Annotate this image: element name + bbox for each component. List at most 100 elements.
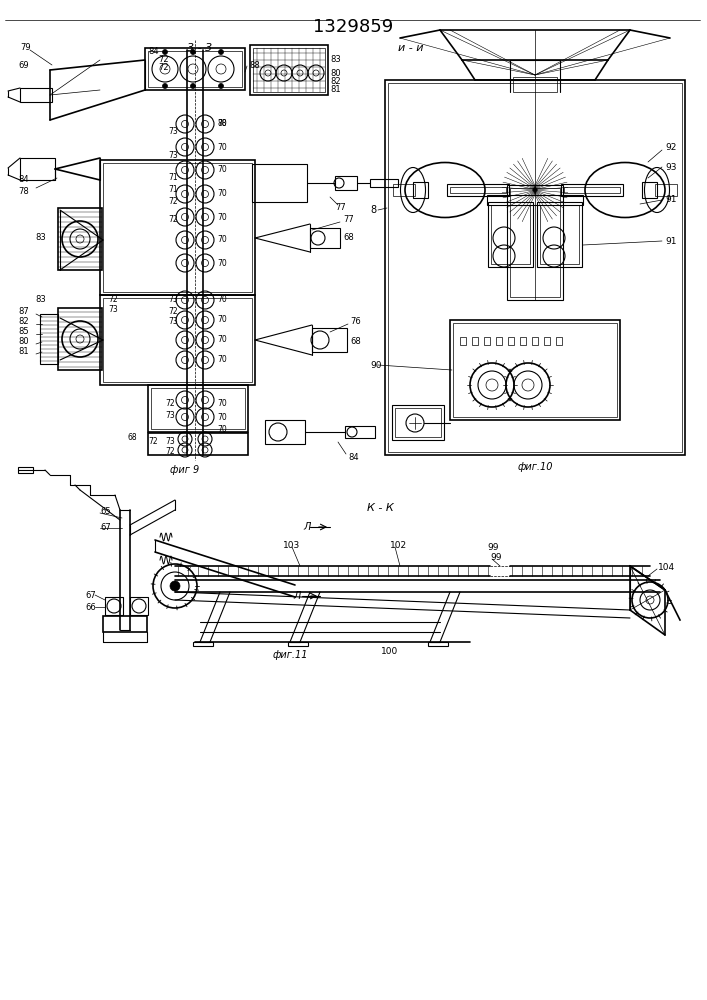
Bar: [544, 337, 550, 345]
Text: 70: 70: [217, 119, 227, 128]
Text: 77: 77: [335, 204, 346, 213]
Bar: [20, 88, 52, 102]
Text: 69: 69: [18, 60, 28, 70]
Text: 83: 83: [35, 233, 46, 242]
Bar: [392, 405, 444, 440]
Text: 81: 81: [18, 348, 28, 357]
Text: 84: 84: [18, 176, 28, 184]
Bar: [487, 195, 583, 205]
Bar: [513, 77, 557, 92]
Text: 92: 92: [665, 143, 677, 152]
Text: 72: 72: [158, 64, 169, 73]
Text: 73: 73: [168, 150, 177, 159]
Text: 70: 70: [217, 165, 227, 174]
Text: 72: 72: [158, 55, 169, 64]
Text: 87: 87: [18, 308, 29, 316]
Text: 73: 73: [108, 306, 118, 314]
Text: 90: 90: [370, 360, 382, 369]
Circle shape: [218, 84, 223, 89]
Text: 83: 83: [330, 55, 341, 64]
Bar: [288, 642, 308, 646]
Bar: [561, 184, 623, 196]
Text: 1329859: 1329859: [313, 18, 393, 36]
Text: 68: 68: [128, 432, 138, 442]
Bar: [532, 337, 538, 345]
Bar: [265, 420, 305, 444]
Bar: [100, 295, 255, 385]
Bar: [103, 298, 252, 382]
Text: 70: 70: [217, 356, 227, 364]
Text: 80: 80: [330, 70, 341, 79]
Bar: [388, 83, 682, 452]
Bar: [507, 185, 563, 300]
Bar: [393, 184, 415, 196]
Bar: [58, 308, 102, 370]
Bar: [148, 385, 248, 432]
Text: 79: 79: [20, 43, 30, 52]
Bar: [385, 80, 685, 455]
Bar: [428, 642, 448, 646]
Text: 104: 104: [658, 562, 675, 572]
Text: 67: 67: [85, 590, 95, 599]
Bar: [103, 616, 147, 632]
Text: 65: 65: [100, 508, 110, 516]
Bar: [491, 205, 530, 264]
Text: 78: 78: [18, 188, 29, 196]
Bar: [370, 179, 398, 187]
Text: 67: 67: [100, 522, 111, 532]
Text: 73: 73: [168, 127, 177, 136]
Text: 70: 70: [217, 213, 227, 222]
Text: 72: 72: [165, 399, 175, 408]
Bar: [145, 48, 245, 90]
Text: 80: 80: [18, 338, 28, 347]
Text: 70: 70: [217, 258, 227, 267]
Text: 71: 71: [168, 174, 177, 182]
Bar: [345, 426, 375, 438]
Text: 82: 82: [330, 78, 341, 87]
Bar: [148, 51, 242, 87]
Bar: [450, 187, 506, 193]
Bar: [310, 228, 340, 248]
Text: 72: 72: [148, 438, 158, 446]
Bar: [450, 320, 620, 420]
Bar: [130, 597, 148, 615]
Text: Л: Л: [293, 591, 300, 601]
Text: 77: 77: [343, 216, 354, 225]
Bar: [460, 337, 466, 345]
Text: 93: 93: [665, 163, 677, 172]
Bar: [510, 188, 560, 297]
Bar: [103, 163, 252, 292]
Text: 72: 72: [168, 198, 177, 207]
Bar: [40, 314, 58, 364]
Text: 72: 72: [108, 296, 117, 304]
Bar: [193, 642, 213, 646]
Text: 73: 73: [168, 318, 177, 326]
Text: 73: 73: [165, 410, 175, 420]
Text: и - и: и - и: [398, 43, 423, 53]
Bar: [252, 164, 307, 202]
Text: 70: 70: [217, 142, 227, 151]
Text: 88: 88: [217, 119, 226, 128]
Text: 103: 103: [283, 540, 300, 550]
Text: 85: 85: [18, 328, 28, 336]
Text: 70: 70: [217, 412, 227, 422]
Text: 73: 73: [165, 438, 175, 446]
Bar: [100, 160, 255, 295]
Bar: [151, 388, 245, 429]
Bar: [510, 60, 560, 80]
Text: 70: 70: [217, 235, 227, 244]
Bar: [58, 208, 102, 270]
Circle shape: [190, 49, 196, 54]
Text: 70: 70: [217, 426, 227, 434]
Bar: [488, 202, 533, 267]
Bar: [508, 337, 514, 345]
Circle shape: [163, 49, 168, 54]
Text: 8: 8: [370, 205, 376, 215]
Text: 73: 73: [168, 296, 177, 304]
Circle shape: [218, 49, 223, 54]
Circle shape: [170, 581, 180, 591]
Bar: [105, 597, 123, 615]
Bar: [148, 433, 248, 455]
Text: 102: 102: [390, 540, 407, 550]
Text: 76: 76: [350, 318, 361, 326]
